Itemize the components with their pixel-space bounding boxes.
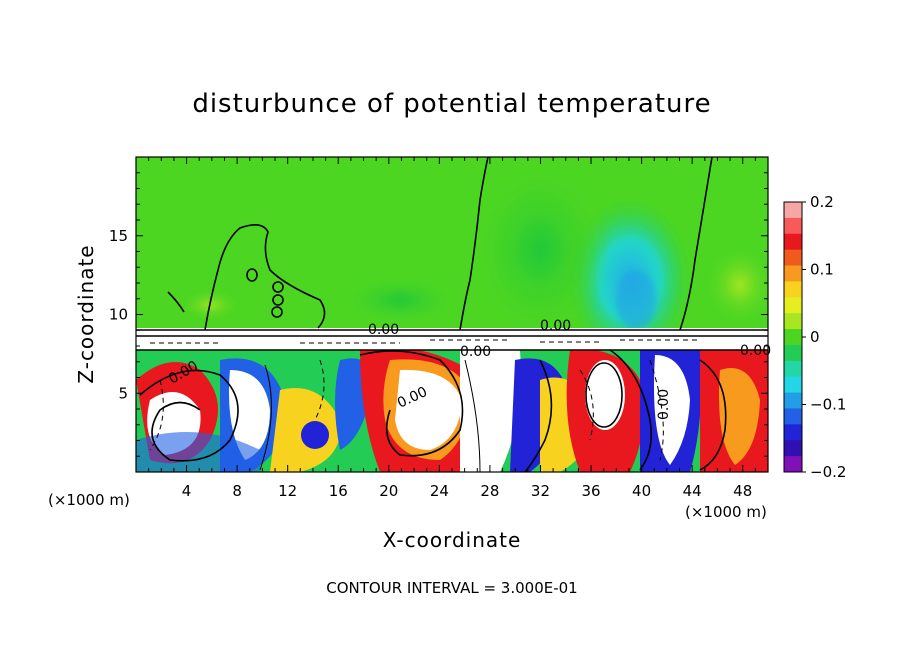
x-tick-label: 48 — [733, 482, 752, 500]
colorbar-swatch — [784, 376, 802, 394]
boundary-band — [136, 328, 768, 350]
contour-label: 0.00 — [540, 318, 571, 334]
x-tick-label: 16 — [329, 482, 348, 500]
green-anomaly — [470, 160, 610, 340]
colorbar-swatch — [784, 249, 802, 267]
x-axis-ticks: 4 8 12 16 20 24 28 32 36 40 44 48 — [148, 157, 756, 500]
x-tick-label: 12 — [278, 482, 297, 500]
colorbar-swatch — [784, 202, 802, 219]
contour-label: 0.00 — [656, 389, 672, 420]
x-axis-label: X-coordinate — [383, 528, 522, 552]
colorbar-swatch — [784, 344, 802, 362]
colorbar-swatch — [784, 281, 802, 298]
y-axis-ticks: 5 10 15 — [109, 172, 768, 457]
x-unit-left: (×1000 m) — [48, 491, 130, 509]
x-tick-label: 44 — [683, 482, 702, 500]
yellow-anomaly — [705, 245, 768, 325]
y-tick-label: 5 — [118, 384, 128, 402]
plot-area — [136, 157, 768, 472]
x-tick-label: 40 — [632, 482, 651, 500]
x-tick-label: 20 — [379, 482, 398, 500]
cyan-anomaly-core — [616, 270, 656, 330]
colorbar-swatch — [784, 392, 802, 409]
chart-title: disturbunce of potential temperature — [192, 89, 711, 119]
lower-field — [136, 350, 768, 472]
colorbar-swatch — [784, 440, 802, 457]
colorbar: 0.2 0.1 0 −0.1 −0.2 — [783, 193, 846, 481]
contour-left-plume — [204, 224, 326, 331]
colorbar-swatch — [784, 408, 802, 425]
x-tick-label: 36 — [581, 482, 600, 500]
y-axis-label: Z-coordinate — [74, 244, 98, 383]
x-unit-right: (×1000 m) — [685, 503, 767, 521]
colorbar-tick-label: 0.1 — [810, 261, 834, 279]
colorbar-tick-label: 0 — [810, 328, 820, 346]
y-tick-label: 15 — [109, 227, 128, 245]
contour-center-column — [459, 157, 489, 331]
colorbar-swatch — [784, 424, 802, 441]
colorbar-swatch — [784, 233, 802, 251]
colorbar-tick-label: −0.1 — [810, 396, 846, 414]
contour-interval-note: CONTOUR INTERVAL = 3.000E-01 — [326, 579, 577, 597]
x-tick-label: 4 — [182, 482, 192, 500]
contour-label: 0.00 — [460, 344, 491, 360]
colorbar-swatch — [784, 456, 802, 473]
colorbar-swatch — [784, 217, 802, 235]
green-anomaly-2 — [340, 275, 460, 325]
y-tick-label: 10 — [109, 306, 128, 324]
colorbar-swatch — [784, 297, 802, 314]
colorbar-swatch — [784, 265, 802, 282]
x-tick-label: 28 — [480, 482, 499, 500]
contour-label: 0.00 — [368, 322, 399, 338]
colorbar-tick-label: 0.2 — [810, 193, 834, 211]
boundary-contour — [136, 329, 768, 351]
contour-right-column — [679, 157, 713, 331]
x-tick-label: 24 — [430, 482, 449, 500]
colorbar-swatch — [784, 360, 802, 378]
colorbar-swatch — [784, 313, 802, 330]
x-tick-label: 32 — [531, 482, 550, 500]
colorbar-tick-label: −0.2 — [810, 463, 846, 481]
contour-label: 0.00 — [740, 343, 771, 359]
colorbar-swatch — [784, 329, 802, 346]
x-tick-label: 8 — [232, 482, 242, 500]
